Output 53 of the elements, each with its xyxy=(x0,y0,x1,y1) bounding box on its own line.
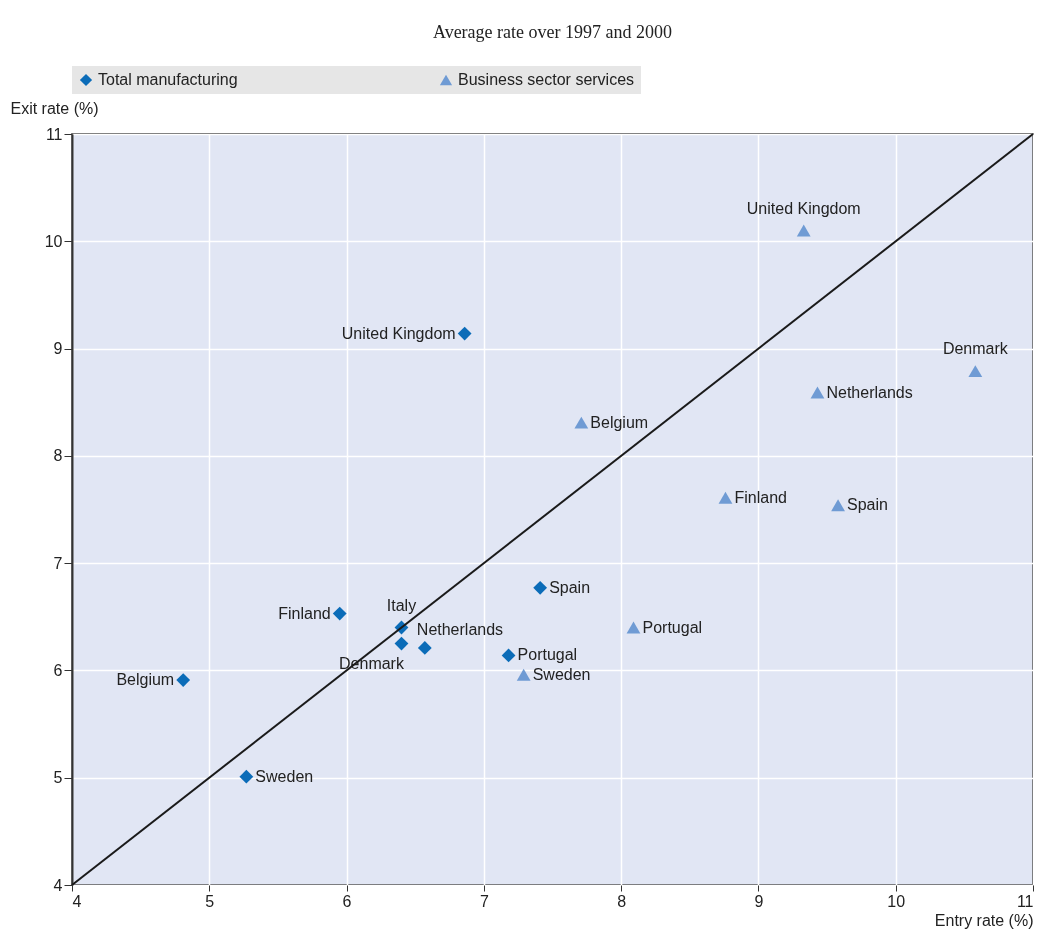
point xyxy=(332,606,347,621)
point xyxy=(516,668,531,681)
data-label: Netherlands xyxy=(416,620,504,638)
point xyxy=(626,621,641,634)
y-tick-label: 4 xyxy=(53,876,63,894)
data-label: Denmark xyxy=(942,340,1009,358)
x-tick-label: 8 xyxy=(617,892,627,910)
point xyxy=(796,224,811,237)
point xyxy=(718,491,733,504)
x-tick-label: 5 xyxy=(205,892,215,910)
y-tick-label: 6 xyxy=(53,661,63,679)
x-tick-label: 9 xyxy=(754,892,764,910)
legend-label: Business sector services xyxy=(458,71,635,88)
point xyxy=(810,386,825,399)
x-tick-label: 10 xyxy=(887,892,906,910)
y-tick-label: 7 xyxy=(53,554,63,572)
x-tick-label: 11 xyxy=(1016,892,1034,910)
y-axis-title: Exit rate (%) xyxy=(10,99,99,117)
point xyxy=(831,499,845,512)
data-label: United Kingdom xyxy=(341,324,456,342)
data-label: Belgium xyxy=(116,671,175,689)
data-label: United Kingdom xyxy=(746,199,861,217)
point xyxy=(574,416,589,429)
y-tick-label: 10 xyxy=(44,232,63,250)
data-label: Portugal xyxy=(517,646,578,664)
data-label: Sweden xyxy=(532,665,591,683)
data-label: Spain xyxy=(847,496,888,514)
data-label: Spain xyxy=(549,578,591,596)
data-label: Finland xyxy=(734,488,787,506)
data-label: Finland xyxy=(278,604,331,622)
x-tick-label: 7 xyxy=(479,892,489,910)
point xyxy=(394,636,409,651)
y-tick-label: 9 xyxy=(53,340,63,358)
x-axis-title: Entry rate (%) xyxy=(934,911,1034,929)
y-tick-label: 5 xyxy=(53,769,63,787)
x-tick-label: 6 xyxy=(342,892,352,910)
point xyxy=(968,365,983,378)
point xyxy=(176,673,191,687)
point xyxy=(417,641,432,655)
y-tick-label: 11 xyxy=(45,125,63,143)
point xyxy=(533,580,548,595)
point xyxy=(501,648,516,663)
data-label: Netherlands xyxy=(826,383,913,401)
y-tick-label: 8 xyxy=(53,447,63,465)
chart-subtitle: Average rate over 1997 and 2000 xyxy=(432,22,673,42)
point xyxy=(457,326,472,341)
legend-label: Total manufacturing xyxy=(98,71,238,88)
data-label: Portugal xyxy=(642,618,703,636)
data-label: Italy xyxy=(386,596,417,614)
x-tick-label: 4 xyxy=(72,892,82,910)
data-label: Sweden xyxy=(255,767,314,785)
point xyxy=(239,769,254,784)
data-label: Belgium xyxy=(590,413,649,431)
